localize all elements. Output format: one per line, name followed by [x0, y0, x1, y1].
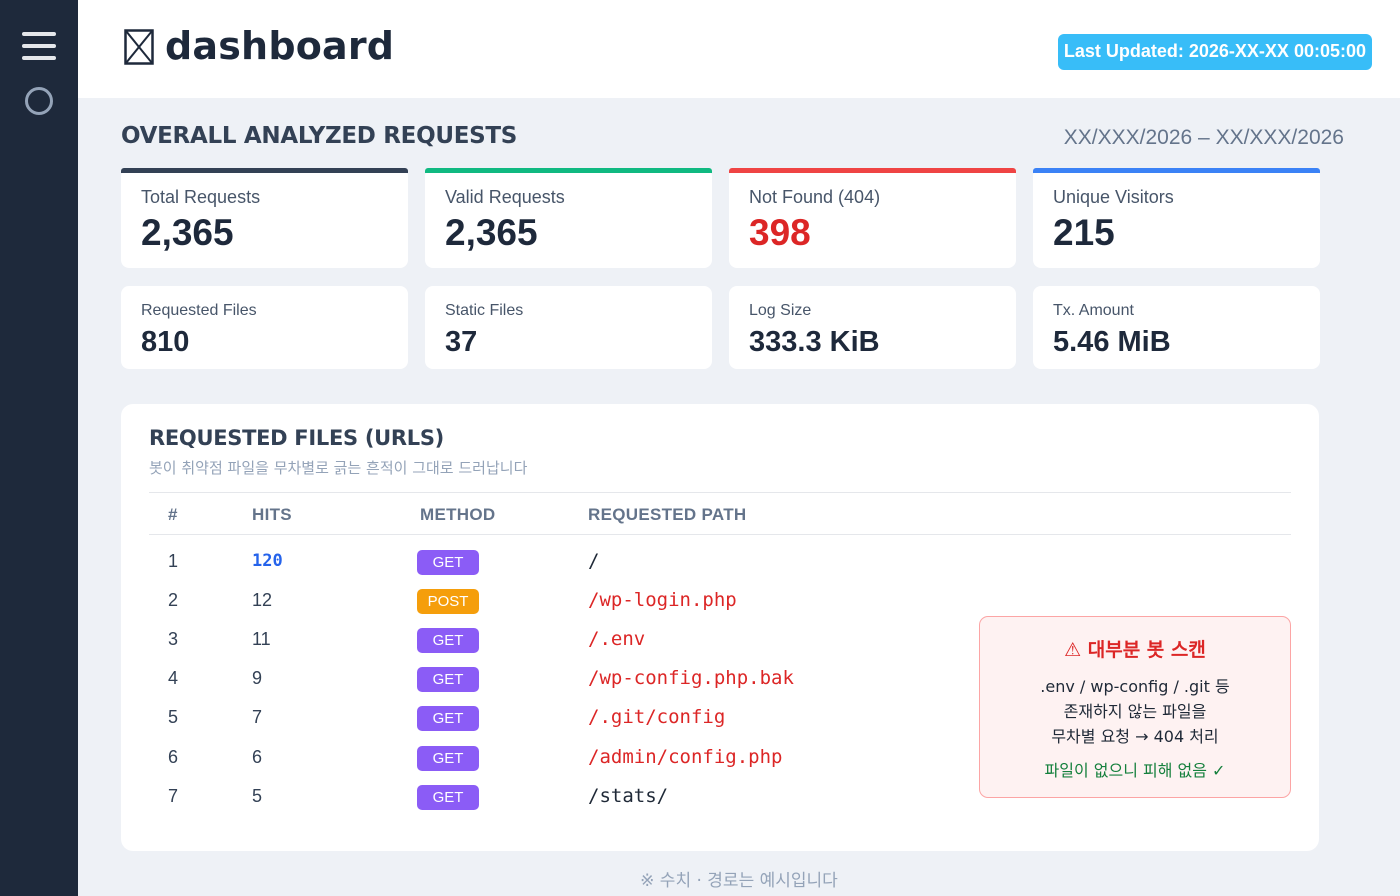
table-row[interactable]: 6 6 GET /admin/config.php — [121, 744, 961, 774]
alert-text: .env / wp-config / .git 등 — [1040, 677, 1230, 696]
divider — [149, 534, 1291, 535]
table-row[interactable]: 1 120 GET / — [121, 548, 961, 578]
stat-label: Valid Requests — [445, 187, 565, 207]
row-index: 2 — [168, 590, 179, 610]
column-header-hits[interactable]: HITS — [252, 505, 292, 524]
row-path[interactable]: /.env — [588, 628, 646, 650]
alert-text: 무차별 요청 → 404 처리 — [1051, 727, 1219, 746]
card-accent-bar — [1033, 168, 1320, 173]
method-badge: POST — [417, 589, 479, 614]
alert-text: 존재하지 않는 파일을 — [1063, 702, 1207, 721]
stat-label: Static Files — [445, 302, 524, 319]
row-index: 7 — [168, 786, 179, 806]
table-row[interactable]: 4 9 GET /wp-config.php.bak — [121, 665, 961, 695]
row-index: 5 — [168, 707, 179, 727]
row-index: 4 — [168, 668, 179, 688]
method-badge: GET — [417, 550, 479, 575]
stat-card-log-size: Log Size 333.3 KiB — [729, 286, 1016, 369]
row-path[interactable]: /stats/ — [588, 785, 669, 807]
stat-label: Total Requests — [141, 187, 261, 207]
alert-ok-text: 파일이 없으니 피해 없음 ✓ — [1044, 761, 1226, 780]
row-path[interactable]: / — [588, 550, 600, 572]
circle-icon[interactable] — [25, 87, 53, 115]
row-index: 6 — [168, 747, 179, 767]
panel-subtitle: 봇이 취약점 파일을 무차별로 긁는 흔적이 그대로 드러납니다 — [149, 459, 528, 477]
table-row[interactable]: 3 11 GET /.env — [121, 626, 961, 656]
hamburger-icon[interactable] — [22, 32, 56, 60]
crossed-box-icon — [124, 29, 154, 65]
stat-card-valid-requests: Valid Requests 2,365 — [425, 168, 712, 268]
divider — [149, 492, 1291, 493]
row-hits: 9 — [252, 668, 263, 688]
sidebar — [0, 0, 78, 896]
stat-card-total-requests: Total Requests 2,365 — [121, 168, 408, 268]
method-badge: GET — [417, 746, 479, 771]
stat-label: Tx. Amount — [1053, 302, 1134, 319]
row-hits: 120 — [252, 551, 283, 571]
row-path[interactable]: /wp-login.php — [588, 589, 737, 611]
method-badge: GET — [417, 667, 479, 692]
stat-card-requested-files: Requested Files 810 — [121, 286, 408, 369]
stat-card-static-files: Static Files 37 — [425, 286, 712, 369]
footnote: ※ 수치 · 경로는 예시입니다 — [640, 871, 838, 891]
stat-value: 333.3 KiB — [749, 326, 880, 358]
stat-value: 5.46 MiB — [1053, 326, 1171, 358]
stat-value: 2,365 — [445, 212, 538, 253]
row-hits: 11 — [252, 629, 271, 649]
table-row[interactable]: 7 5 GET /stats/ — [121, 783, 961, 813]
row-path[interactable]: /admin/config.php — [588, 746, 783, 768]
stat-card-unique-visitors: Unique Visitors 215 — [1033, 168, 1320, 268]
row-path[interactable]: /wp-config.php.bak — [588, 667, 794, 689]
stat-card-tx-amount: Tx. Amount 5.46 MiB — [1033, 286, 1320, 369]
table-row[interactable]: 5 7 GET /.git/config — [121, 704, 961, 734]
date-range: XX/XXX/2026 – XX/XXX/2026 — [1063, 126, 1344, 149]
requested-files-panel: REQUESTED FILES (URLS) 봇이 취약점 파일을 무차별로 긁… — [121, 404, 1319, 851]
bot-scan-alert: ⚠ 대부분 봇 스캔 .env / wp-config / .git 등 존재하… — [979, 616, 1291, 798]
stat-value: 215 — [1053, 212, 1115, 253]
stat-value: 398 — [749, 212, 811, 253]
table-row[interactable]: 2 12 POST /wp-login.php — [121, 587, 961, 617]
row-hits: 12 — [252, 590, 273, 610]
stat-value: 37 — [445, 326, 478, 358]
row-hits: 7 — [252, 707, 263, 727]
row-hits: 6 — [252, 747, 263, 767]
method-badge: GET — [417, 706, 479, 731]
card-accent-bar — [729, 168, 1016, 173]
stat-value: 2,365 — [141, 212, 234, 253]
header: dashboard Last Updated: 2026-XX-XX 00:05… — [78, 0, 1400, 98]
alert-title: ⚠ 대부분 봇 스캔 — [1064, 639, 1206, 661]
method-badge: GET — [417, 785, 479, 810]
row-hits: 5 — [252, 786, 263, 806]
stat-label: Requested Files — [141, 302, 257, 319]
method-badge: GET — [417, 628, 479, 653]
overview-title: OVERALL ANALYZED REQUESTS — [121, 123, 518, 149]
stat-label: Unique Visitors — [1053, 187, 1174, 207]
column-header-index[interactable]: # — [168, 505, 178, 524]
row-index: 1 — [168, 551, 179, 571]
stat-label: Log Size — [749, 302, 812, 319]
row-path[interactable]: /.git/config — [588, 706, 726, 728]
row-index: 3 — [168, 629, 179, 649]
stat-value: 810 — [141, 326, 190, 358]
column-header-method[interactable]: METHOD — [420, 505, 496, 524]
app-title: dashboard — [165, 24, 395, 68]
panel-title: REQUESTED FILES (URLS) — [149, 426, 444, 450]
stat-label: Not Found (404) — [749, 187, 881, 207]
last-updated-badge: Last Updated: 2026-XX-XX 00:05:00 — [1057, 34, 1372, 70]
card-accent-bar — [425, 168, 712, 173]
card-accent-bar — [121, 168, 408, 173]
column-header-path[interactable]: REQUESTED PATH — [588, 505, 747, 524]
stat-card-not-found: Not Found (404) 398 — [729, 168, 1016, 268]
